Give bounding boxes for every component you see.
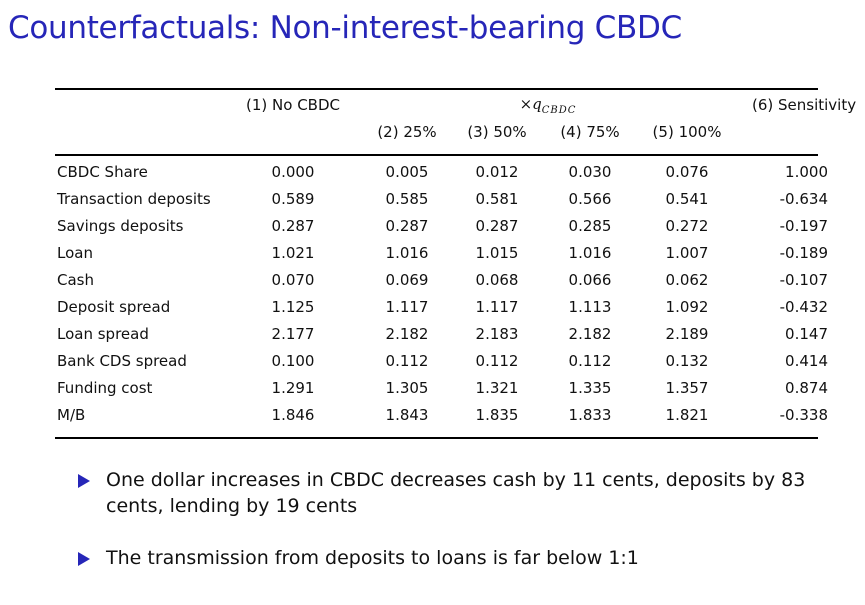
table-cell: 1.000 <box>785 163 828 181</box>
header-no-cbdc: (1) No CBDC <box>246 96 340 114</box>
table-cell: 0.112 <box>385 352 429 370</box>
table-cell: 1.113 <box>568 298 612 316</box>
table-cell: 0.566 <box>568 190 612 208</box>
table-cell: 0.287 <box>475 217 519 235</box>
table-cell: 0.076 <box>665 163 709 181</box>
table-cell: 1.117 <box>475 298 519 316</box>
table-cell: 1.357 <box>665 379 709 397</box>
table-cell: 0.069 <box>385 271 429 289</box>
table-cell: 0.100 <box>271 352 315 370</box>
table-cell: 1.016 <box>568 244 612 262</box>
table-cell: 0.147 <box>785 325 828 343</box>
table-cell: 1.125 <box>271 298 315 316</box>
table-cell: 0.030 <box>568 163 612 181</box>
header-75: (4) 75% <box>560 123 620 141</box>
table-cell: 1.092 <box>665 298 709 316</box>
row-label: Transaction deposits <box>57 190 211 208</box>
table-cell: 1.016 <box>385 244 429 262</box>
table-cell: 2.182 <box>568 325 612 343</box>
triangle-bullet-icon <box>78 474 90 488</box>
table-cell: 0.287 <box>385 217 429 235</box>
header-100: (5) 100% <box>652 123 722 141</box>
triangle-bullet-icon <box>78 552 90 566</box>
table-cell: 0.132 <box>665 352 709 370</box>
table-cell: 0.112 <box>568 352 612 370</box>
bullet-2: The transmission from deposits to loans … <box>78 545 806 571</box>
mid-rule <box>55 154 818 156</box>
table-cell: -0.107 <box>779 271 828 289</box>
row-label: Savings deposits <box>57 217 184 235</box>
bottom-rule <box>55 437 818 439</box>
table-cell: 1.846 <box>271 406 315 424</box>
group-subscript: CBDC <box>541 105 577 116</box>
table-cell: 2.177 <box>271 325 315 343</box>
table-cell: 0.581 <box>475 190 519 208</box>
table-cell: 0.272 <box>665 217 709 235</box>
table-cell: 2.183 <box>475 325 519 343</box>
table-row: Loan 1.021 1.016 1.015 1.016 1.007 -0.189 <box>0 244 865 271</box>
header-sensitivity: (6) Sensitivity <box>752 96 857 114</box>
table-cell: 0.012 <box>475 163 519 181</box>
bullet-text: One dollar increases in CBDC decreases c… <box>106 469 806 517</box>
table-cell: 0.585 <box>385 190 429 208</box>
table-cell: 2.182 <box>385 325 429 343</box>
table-row: Bank CDS spread 0.100 0.112 0.112 0.112 0.132… <box>0 352 865 379</box>
row-label: Deposit spread <box>57 298 171 316</box>
table-cell: 0.068 <box>475 271 519 289</box>
table-cell: 0.062 <box>665 271 709 289</box>
table-cell: 1.007 <box>665 244 709 262</box>
table-cell: 0.000 <box>271 163 315 181</box>
slide-title: Counterfactuals: Non-interest-bearing CB… <box>8 10 682 46</box>
row-label: Loan <box>57 244 93 262</box>
table-row: CBDC Share 0.000 0.005 0.012 0.030 0.076 1.000 <box>0 163 865 190</box>
table-row: Savings deposits 0.287 0.287 0.287 0.285 0.27… <box>0 217 865 244</box>
table-cell: 0.112 <box>475 352 519 370</box>
row-label: M/B <box>57 406 86 424</box>
table-cell: 0.287 <box>271 217 315 235</box>
table-cell: 0.005 <box>385 163 429 181</box>
table-row: Deposit spread 1.125 1.117 1.117 1.113 1.092 -… <box>0 298 865 325</box>
table-cell: 1.015 <box>475 244 519 262</box>
table-cell: -0.197 <box>779 217 828 235</box>
table-cell: 0.589 <box>271 190 315 208</box>
row-label: Funding cost <box>57 379 153 397</box>
table-cell: 0.414 <box>785 352 828 370</box>
table-cell: 0.541 <box>665 190 709 208</box>
table-row: Cash 0.070 0.069 0.068 0.066 0.062 -0.107 <box>0 271 865 298</box>
table-cell: 1.335 <box>568 379 612 397</box>
top-rule <box>55 88 818 90</box>
table-cell: 0.066 <box>568 271 612 289</box>
table-cell: 1.843 <box>385 406 429 424</box>
table-row: Transaction deposits 0.589 0.585 0.581 0.566… <box>0 190 865 217</box>
row-label: Loan spread <box>57 325 149 343</box>
table-cell: 0.285 <box>568 217 612 235</box>
bullet-text: The transmission from deposits to loans … <box>106 547 639 569</box>
header-25: (2) 25% <box>377 123 437 141</box>
table-cell: 1.821 <box>665 406 709 424</box>
row-label: CBDC Share <box>57 163 148 181</box>
table-cell: 1.835 <box>475 406 519 424</box>
row-label: Bank CDS spread <box>57 352 187 370</box>
table-cell: -0.432 <box>779 298 828 316</box>
table-cell: -0.634 <box>779 190 828 208</box>
header-group-qcbdc: ×qCBDC <box>520 95 577 116</box>
table-cell: 1.321 <box>475 379 519 397</box>
header-50: (3) 50% <box>467 123 527 141</box>
table-cell: 1.117 <box>385 298 429 316</box>
bullet-1: One dollar increases in CBDC decreases c… <box>78 467 806 519</box>
table-cell: 1.833 <box>568 406 612 424</box>
table-row: M/B 1.846 1.843 1.835 1.833 1.821 -0.338 <box>0 406 865 433</box>
table-cell: -0.189 <box>779 244 828 262</box>
table-cell: 0.070 <box>271 271 315 289</box>
table-cell: 0.874 <box>785 379 828 397</box>
table-row: Funding cost 1.291 1.305 1.321 1.335 1.357 0.8… <box>0 379 865 406</box>
table-cell: 1.305 <box>385 379 429 397</box>
table-cell: -0.338 <box>779 406 828 424</box>
table-cell: 2.189 <box>665 325 709 343</box>
row-label: Cash <box>57 271 94 289</box>
table-row: Loan spread 2.177 2.182 2.183 2.182 2.189 0.14… <box>0 325 865 352</box>
table-cell: 1.021 <box>271 244 315 262</box>
table-cell: 1.291 <box>271 379 315 397</box>
group-prefix: ×q <box>519 95 542 113</box>
